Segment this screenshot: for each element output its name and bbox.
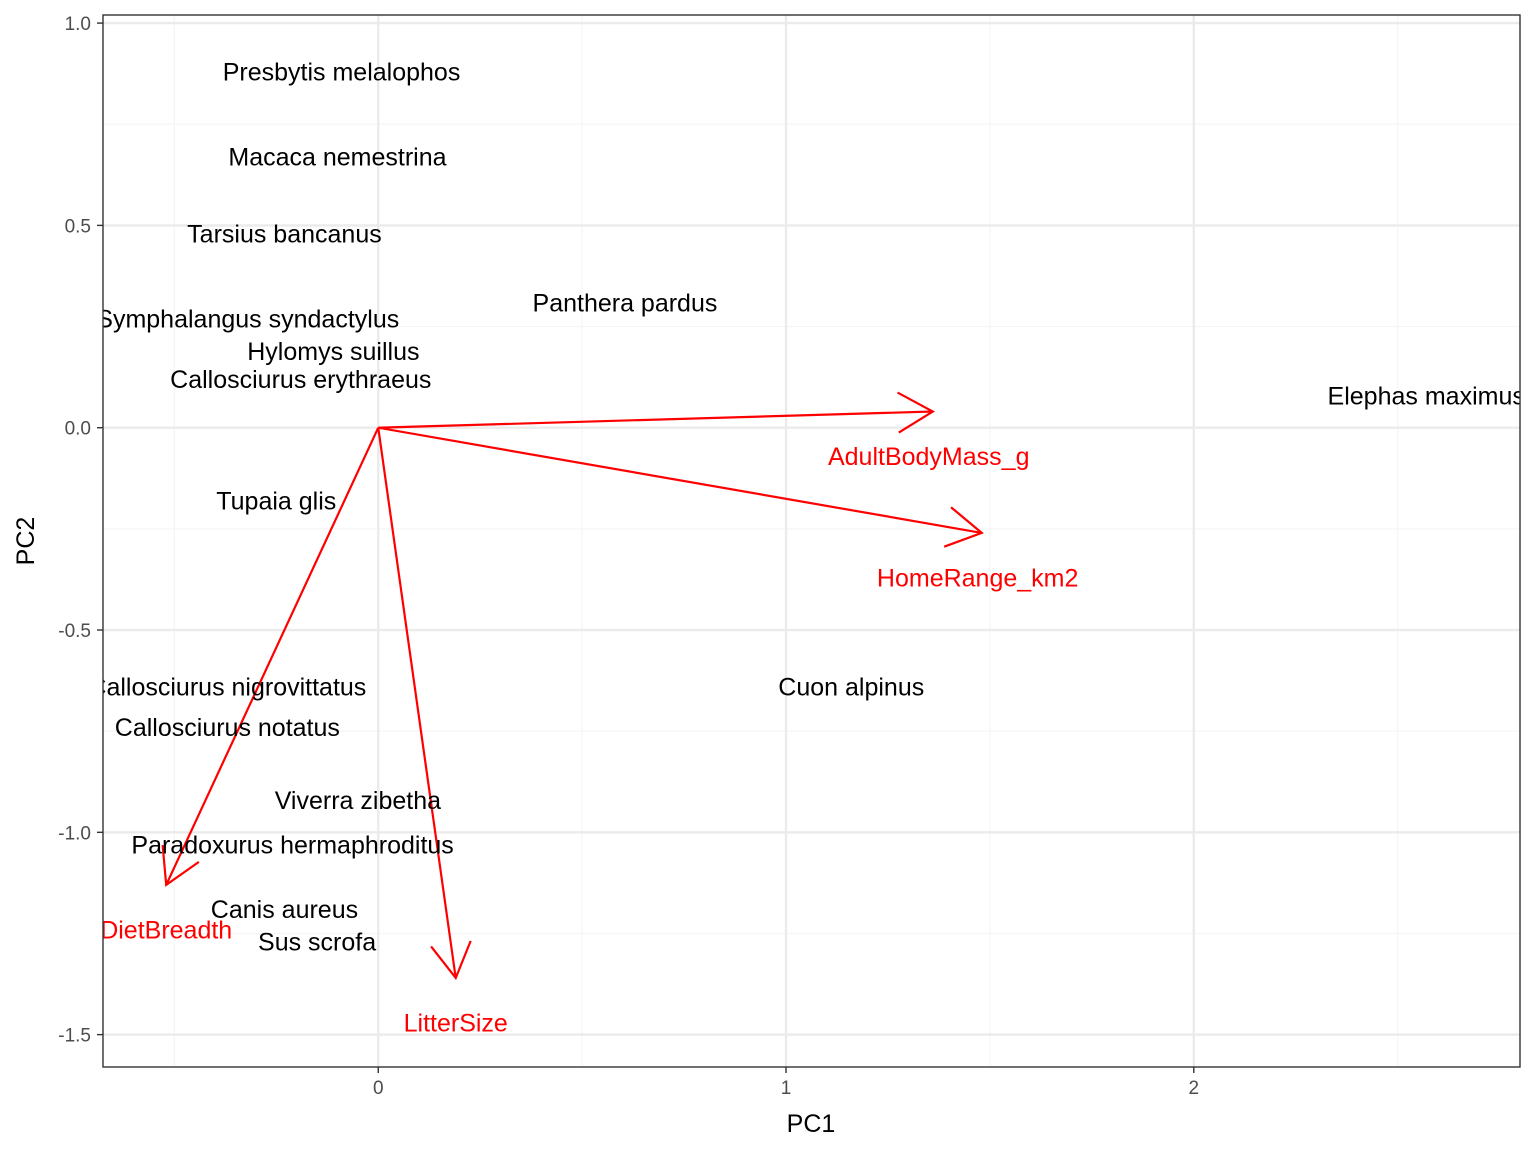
loading-arrow	[165, 427, 380, 886]
loading-arrow-head	[943, 506, 984, 548]
observation-label: Presbytis melalophos	[223, 59, 461, 87]
observation-label: Callosciurus notatus	[115, 714, 340, 742]
loading-arrow	[378, 426, 982, 534]
loading-label: AdultBodyMass_g	[828, 443, 1030, 471]
observation-label: Macaca nemestrina	[228, 144, 446, 172]
observation-label: Hylomys suillus	[247, 338, 419, 366]
y-axis-title: PC2	[12, 517, 40, 566]
y-tick-label: -1.0	[58, 823, 91, 844]
observation-label: Panthera pardus	[533, 289, 718, 317]
x-tick-label: 2	[1188, 1078, 1199, 1099]
loading-label: HomeRange_km2	[877, 564, 1079, 592]
y-tick-label: 0.0	[65, 419, 91, 440]
observation-label: Symphalangus syndactylus	[96, 305, 399, 333]
loading-label: LitterSize	[404, 1009, 508, 1037]
x-axis: 0 1 2	[373, 1067, 1199, 1099]
y-tick-label: -1.5	[58, 1026, 91, 1047]
loading-arrow-head	[897, 391, 936, 434]
y-tick-label: -0.5	[58, 621, 91, 642]
x-tick-label: 1	[781, 1078, 792, 1099]
observation-label: Paradoxurus hermaphroditus	[131, 831, 453, 859]
grid-major	[103, 15, 1520, 1067]
loading-arrow	[377, 427, 457, 979]
loading-arrow-head	[161, 844, 200, 887]
y-tick-label: 1.0	[65, 14, 91, 35]
observation-labels: Presbytis melalophos Macaca nemestrina Tar…	[88, 59, 1525, 957]
loading-label: DietBreadth	[100, 916, 232, 944]
loading-arrow-head	[430, 940, 472, 981]
y-tick-label: 0.5	[65, 216, 91, 237]
y-axis: 1.0 0.5 0.0 -0.5 -1.0 -1.5	[58, 14, 103, 1047]
grid-minor	[103, 15, 1520, 1067]
observation-label: Callosciurus erythraeus	[170, 366, 431, 394]
panel-border	[102, 14, 1521, 1068]
observation-label: Callosciurus nigrovittatus	[88, 674, 366, 702]
observation-label: Viverra zibetha	[275, 787, 441, 815]
loading-labels: AdultBodyMass_g HomeRange_km2 DietBreadth L…	[100, 443, 1079, 1037]
observation-label: Canis aureus	[211, 896, 358, 924]
observation-label: Sus scrofa	[258, 929, 376, 957]
observation-label: Tarsius bancanus	[187, 220, 382, 248]
plot-area: AdultBodyMass_g HomeRange_km2 DietBreadth L…	[88, 59, 1525, 1038]
loading-arrows	[161, 391, 984, 981]
x-axis-title: PC1	[787, 1110, 836, 1138]
observation-label: Elephas maximus	[1328, 382, 1525, 410]
loading-arrow	[378, 410, 933, 429]
observation-label: Cuon alpinus	[778, 674, 924, 702]
x-tick-label: 0	[373, 1078, 384, 1099]
observation-label: Tupaia glis	[216, 488, 336, 516]
